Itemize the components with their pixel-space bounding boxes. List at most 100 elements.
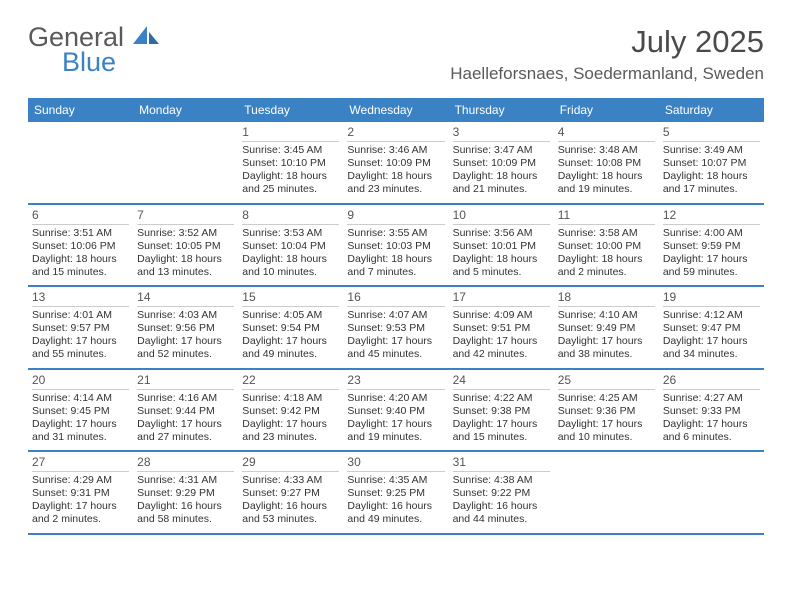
daylight-text: Daylight: 17 hours and 55 minutes. <box>32 335 129 361</box>
sunrise-text: Sunrise: 4:12 AM <box>663 309 760 322</box>
day-number: 2 <box>347 125 444 142</box>
daylight-text: Daylight: 17 hours and 42 minutes. <box>453 335 550 361</box>
sunrise-text: Sunrise: 3:47 AM <box>453 144 550 157</box>
day-cell: 16Sunrise: 4:07 AMSunset: 9:53 PMDayligh… <box>343 287 448 368</box>
day-number: 6 <box>32 208 129 225</box>
day-cell: 13Sunrise: 4:01 AMSunset: 9:57 PMDayligh… <box>28 287 133 368</box>
day-header-cell: Monday <box>133 98 238 122</box>
day-cell: 18Sunrise: 4:10 AMSunset: 9:49 PMDayligh… <box>554 287 659 368</box>
day-number: 1 <box>242 125 339 142</box>
sunrise-text: Sunrise: 3:52 AM <box>137 227 234 240</box>
sunset-text: Sunset: 9:51 PM <box>453 322 550 335</box>
day-cell: 30 Sunrise: 4:35 AMSunset: 9:25 PMDayligh… <box>343 452 448 533</box>
daylight-text: Daylight: 17 hours and 38 minutes. <box>558 335 655 361</box>
day-cell: 24Sunrise: 4:22 AMSunset: 9:38 PMDayligh… <box>449 370 554 451</box>
day-cell: 15Sunrise: 4:05 AMSunset: 9:54 PMDayligh… <box>238 287 343 368</box>
daylight-text: Daylight: 17 hours and 49 minutes. <box>242 335 339 361</box>
day-number: 10 <box>453 208 550 225</box>
day-number: 14 <box>137 290 234 307</box>
day-number: 25 <box>558 373 655 390</box>
location-text: Haelleforsnaes, Soedermanland, Sweden <box>450 64 764 84</box>
sunset-text: Sunset: 9:25 PM <box>347 487 444 500</box>
day-number: 9 <box>347 208 444 225</box>
sunrise-text: Sunrise: 4:00 AM <box>663 227 760 240</box>
sunrise-text: Sunrise: 3:55 AM <box>347 227 444 240</box>
header: General Blue July 2025 Haelleforsnaes, S… <box>0 0 792 92</box>
sunrise-text: Sunrise: 3:49 AM <box>663 144 760 157</box>
sunset-text: Sunset: 9:44 PM <box>137 405 234 418</box>
day-number: 29 <box>242 455 339 472</box>
day-cell: 1Sunrise: 3:45 AMSunset: 10:10 PMDayligh… <box>238 122 343 203</box>
week-row: 13Sunrise: 4:01 AMSunset: 9:57 PMDayligh… <box>28 287 764 370</box>
daylight-text: Daylight: 17 hours and 31 minutes. <box>32 418 129 444</box>
day-number: 19 <box>663 290 760 307</box>
sunset-text: Sunset: 9:42 PM <box>242 405 339 418</box>
sunset-text: Sunset: 10:07 PM <box>663 157 760 170</box>
day-cell: 12Sunrise: 4:00 AMSunset: 9:59 PMDayligh… <box>659 205 764 286</box>
day-cell: 3 Sunrise: 3:47 AMSunset: 10:09 PMDayligh… <box>449 122 554 203</box>
daylight-text: Daylight: 17 hours and 19 minutes. <box>347 418 444 444</box>
sunrise-text: Sunrise: 4:05 AM <box>242 309 339 322</box>
daylight-text: Daylight: 17 hours and 10 minutes. <box>558 418 655 444</box>
sunset-text: Sunset: 9:59 PM <box>663 240 760 253</box>
sunset-text: Sunset: 10:10 PM <box>242 157 339 170</box>
daylight-text: Daylight: 17 hours and 23 minutes. <box>242 418 339 444</box>
daylight-text: Daylight: 18 hours and 13 minutes. <box>137 253 234 279</box>
sunrise-text: Sunrise: 4:35 AM <box>347 474 444 487</box>
week-row: 6Sunrise: 3:51 AMSunset: 10:06 PMDayligh… <box>28 205 764 288</box>
day-cell: 6Sunrise: 3:51 AMSunset: 10:06 PMDayligh… <box>28 205 133 286</box>
day-number: 8 <box>242 208 339 225</box>
sunrise-text: Sunrise: 3:53 AM <box>242 227 339 240</box>
day-cell: 28Sunrise: 4:31 AMSunset: 9:29 PMDayligh… <box>133 452 238 533</box>
daylight-text: Daylight: 18 hours and 21 minutes. <box>453 170 550 196</box>
sunrise-text: Sunrise: 4:31 AM <box>137 474 234 487</box>
daylight-text: Daylight: 17 hours and 52 minutes. <box>137 335 234 361</box>
sunrise-text: Sunrise: 4:33 AM <box>242 474 339 487</box>
sunset-text: Sunset: 9:36 PM <box>558 405 655 418</box>
sunrise-text: Sunrise: 4:20 AM <box>347 392 444 405</box>
day-number: 3 <box>453 125 550 142</box>
sunrise-text: Sunrise: 4:27 AM <box>663 392 760 405</box>
sunset-text: Sunset: 9:45 PM <box>32 405 129 418</box>
day-cell: . <box>659 452 764 533</box>
sunset-text: Sunset: 9:54 PM <box>242 322 339 335</box>
day-number: 7 <box>137 208 234 225</box>
sunrise-text: Sunrise: 3:58 AM <box>558 227 655 240</box>
daylight-text: Daylight: 17 hours and 34 minutes. <box>663 335 760 361</box>
day-number: 4 <box>558 125 655 142</box>
day-number: 26 <box>663 373 760 390</box>
sunrise-text: Sunrise: 4:03 AM <box>137 309 234 322</box>
day-number: 21 <box>137 373 234 390</box>
daylight-text: Daylight: 16 hours and 49 minutes. <box>347 500 444 526</box>
daylight-text: Daylight: 16 hours and 53 minutes. <box>242 500 339 526</box>
daylight-text: Daylight: 18 hours and 10 minutes. <box>242 253 339 279</box>
sunrise-text: Sunrise: 4:18 AM <box>242 392 339 405</box>
daylight-text: Daylight: 18 hours and 19 minutes. <box>558 170 655 196</box>
week-row: 27Sunrise: 4:29 AMSunset: 9:31 PMDayligh… <box>28 452 764 535</box>
day-number: 30 <box>347 455 444 472</box>
day-header-cell: Sunday <box>28 98 133 122</box>
day-number: 12 <box>663 208 760 225</box>
sunset-text: Sunset: 9:47 PM <box>663 322 760 335</box>
day-header-cell: Friday <box>554 98 659 122</box>
sunrise-text: Sunrise: 4:25 AM <box>558 392 655 405</box>
daylight-text: Daylight: 18 hours and 5 minutes. <box>453 253 550 279</box>
sunset-text: Sunset: 10:01 PM <box>453 240 550 253</box>
day-cell: 14Sunrise: 4:03 AMSunset: 9:56 PMDayligh… <box>133 287 238 368</box>
day-number: 16 <box>347 290 444 307</box>
sunset-text: Sunset: 10:04 PM <box>242 240 339 253</box>
sunset-text: Sunset: 10:09 PM <box>453 157 550 170</box>
daylight-text: Daylight: 17 hours and 2 minutes. <box>32 500 129 526</box>
day-number: 5 <box>663 125 760 142</box>
sunrise-text: Sunrise: 4:14 AM <box>32 392 129 405</box>
day-number: 23 <box>347 373 444 390</box>
day-header-cell: Thursday <box>449 98 554 122</box>
day-header-cell: Saturday <box>659 98 764 122</box>
day-cell: 29Sunrise: 4:33 AMSunset: 9:27 PMDayligh… <box>238 452 343 533</box>
day-cell: 8 Sunrise: 3:53 AMSunset: 10:04 PMDayligh… <box>238 205 343 286</box>
day-cell: 4Sunrise: 3:48 AMSunset: 10:08 PMDayligh… <box>554 122 659 203</box>
sunrise-text: Sunrise: 4:29 AM <box>32 474 129 487</box>
day-cell: 9Sunrise: 3:55 AMSunset: 10:03 PMDayligh… <box>343 205 448 286</box>
daylight-text: Daylight: 17 hours and 15 minutes. <box>453 418 550 444</box>
sunset-text: Sunset: 9:29 PM <box>137 487 234 500</box>
